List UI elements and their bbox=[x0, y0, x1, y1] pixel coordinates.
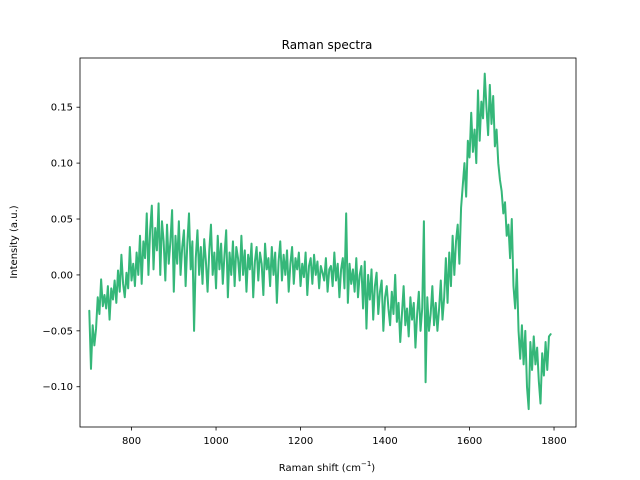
x-tick-label: 800 bbox=[122, 436, 141, 447]
x-tick-label: 1400 bbox=[372, 436, 397, 447]
y-tick-label: −0.10 bbox=[42, 382, 73, 393]
y-tick-label: −0.05 bbox=[42, 326, 73, 337]
x-tick-label: 1600 bbox=[457, 436, 482, 447]
y-tick-label: 0.00 bbox=[51, 270, 73, 281]
x-tick-label: 1200 bbox=[288, 436, 313, 447]
y-axis-label: Intensity (a.u.) bbox=[9, 205, 20, 278]
x-axis-label-close: ) bbox=[371, 463, 375, 474]
y-tick-label: 0.15 bbox=[51, 103, 73, 114]
spectrum-line bbox=[88, 72, 552, 411]
x-axis-ticks: 800 1000 1200 1400 1600 1800 bbox=[122, 427, 567, 447]
plot-frame bbox=[79, 57, 577, 428]
y-tick-label: 0.10 bbox=[51, 159, 73, 170]
x-axis-label-main: Raman shift (cm bbox=[279, 463, 361, 474]
y-tick-label: 0.05 bbox=[51, 215, 73, 226]
x-axis-label: Raman shift (cm−1) bbox=[279, 460, 375, 474]
x-tick-label: 1000 bbox=[203, 436, 228, 447]
x-tick-label: 1800 bbox=[541, 436, 566, 447]
chart-title: Raman spectra bbox=[282, 38, 373, 52]
y-axis-ticks: −0.10 −0.05 0.00 0.05 0.10 0.15 bbox=[42, 103, 80, 393]
x-axis-label-superscript: −1 bbox=[361, 460, 371, 468]
plot-area bbox=[88, 72, 552, 411]
